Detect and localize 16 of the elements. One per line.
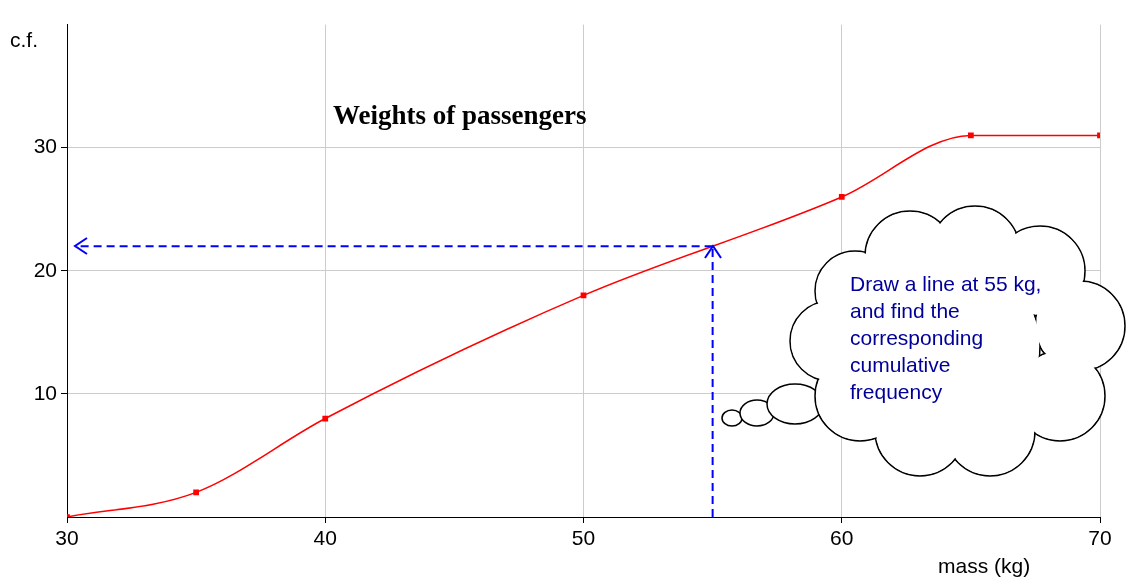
point (968, 132, 974, 139)
y-tick-label: 20 (33, 257, 57, 281)
x-tick-label: 30 (55, 526, 79, 550)
point (193, 489, 199, 496)
x-tick-label: 70 (1088, 526, 1112, 550)
annotation: Draw a line at 55 kg, and find the corresponding cumulative frequency (850, 271, 1042, 405)
y-tick-label: 30 (33, 134, 57, 158)
x-tick-label: 60 (830, 526, 854, 550)
text: Weights of passengers (333, 100, 587, 131)
y-tick-label: 10 (33, 380, 57, 404)
x-tick-label: 40 (313, 526, 337, 550)
point (322, 415, 329, 422)
x-axis-title: mass (kg) (938, 554, 1031, 578)
x-tick-label: 50 (571, 526, 596, 550)
point (838, 194, 845, 200)
y-axis-title: c.f. (10, 28, 39, 52)
